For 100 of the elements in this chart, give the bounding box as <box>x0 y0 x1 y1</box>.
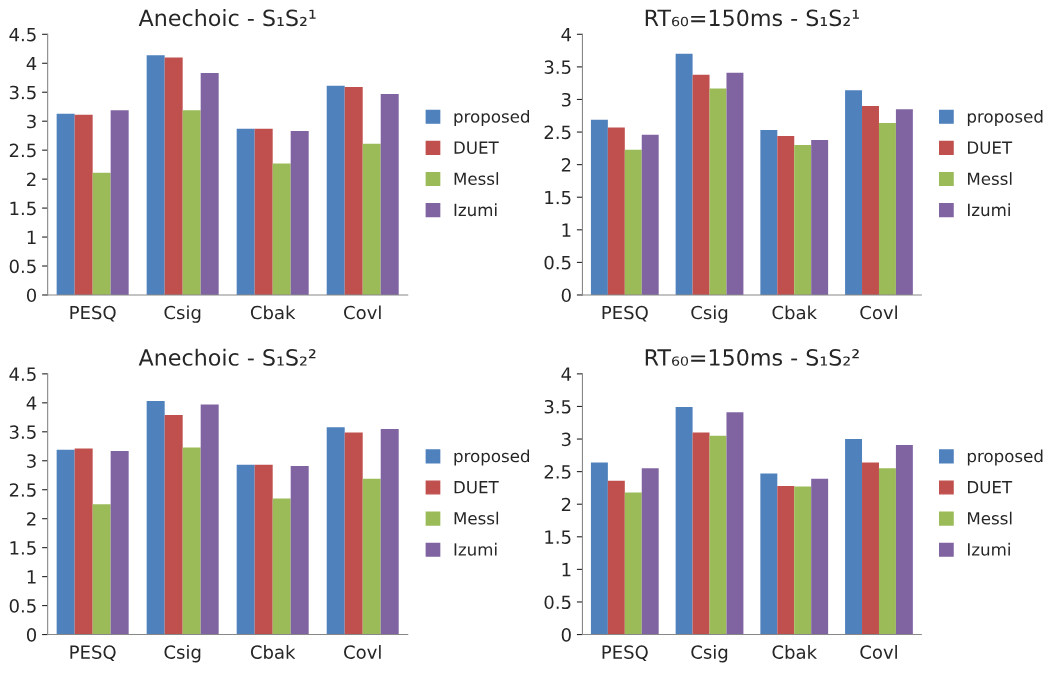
bar <box>92 504 111 635</box>
y-tick-label: 3 <box>27 114 36 129</box>
x-tick-label: Csig <box>164 644 201 663</box>
bar <box>760 473 778 635</box>
x-tick-label: Csig <box>691 305 728 323</box>
legend-label: proposed <box>967 449 1043 466</box>
y-tick-label: 1 <box>27 230 36 244</box>
bar <box>146 401 165 635</box>
x-tick-label: Covl <box>344 305 381 320</box>
bar <box>675 53 693 295</box>
bar <box>675 407 693 635</box>
y-tick-label: 2.5 <box>544 125 571 140</box>
bar <box>590 119 608 295</box>
x-tick-label: Cbak <box>250 305 296 320</box>
bar <box>760 130 778 295</box>
legend-label: DUET <box>968 141 1013 154</box>
bar <box>290 131 309 295</box>
y-tick-label: 2.5 <box>9 143 36 158</box>
x-tick-label: Cbak <box>250 644 296 659</box>
legend-label: Izumi <box>454 542 497 556</box>
bar <box>777 485 795 635</box>
bar <box>726 412 744 635</box>
x-tick-label: PESQ <box>70 645 116 662</box>
y-tick-label: 3.5 <box>544 60 571 74</box>
bar <box>590 462 608 635</box>
y-tick-label: 3.5 <box>9 425 36 439</box>
bar <box>878 122 896 295</box>
y-tick-label: 1 <box>562 563 571 577</box>
bar <box>811 139 829 295</box>
y-tick-label: 2 <box>561 158 571 172</box>
y-tick-label: 4 <box>561 367 572 381</box>
x-tick-label: Csig <box>164 305 201 323</box>
bar <box>895 444 913 635</box>
bar <box>200 404 219 635</box>
chart-title: Anechoic - S₁S₂¹ <box>138 9 316 27</box>
legend-label: proposed <box>454 449 530 466</box>
y-tick-label: 3 <box>27 454 36 468</box>
bar <box>110 110 129 295</box>
x-tick-label: PESQ <box>602 645 648 662</box>
bar <box>845 439 863 635</box>
y-tick-label: 1.5 <box>10 541 36 555</box>
x-tick-label: PESQ <box>70 305 116 322</box>
y-tick-label: 4 <box>26 56 37 71</box>
legend-label: proposed <box>454 109 530 127</box>
x-tick-label: Cbak <box>772 305 817 320</box>
legend-label: DUET <box>454 481 499 494</box>
y-tick-label: 0 <box>26 288 37 303</box>
bar <box>182 110 201 295</box>
legend-label: DUET <box>454 141 499 154</box>
y-tick-label: 2 <box>27 512 36 526</box>
bar <box>272 163 291 295</box>
y-tick-label: 3 <box>561 432 571 447</box>
x-tick-label: PESQ <box>602 305 648 322</box>
bar <box>164 57 183 295</box>
y-tick-label: 0.5 <box>9 599 36 613</box>
legend-label: Izumi <box>454 203 497 217</box>
bar <box>236 464 255 635</box>
bar <box>895 109 913 295</box>
bar <box>236 128 255 295</box>
bar <box>200 73 219 295</box>
bar <box>777 135 795 295</box>
bar <box>164 415 183 635</box>
y-tick-label: 4 <box>561 28 572 42</box>
y-tick-label: 0 <box>561 628 571 642</box>
bar <box>344 87 363 295</box>
y-tick-label: 1 <box>562 223 571 237</box>
y-tick-label: 1.5 <box>10 201 36 216</box>
y-tick-label: 4.5 <box>9 367 36 381</box>
bar <box>624 149 642 295</box>
bar <box>845 90 863 295</box>
bar <box>726 72 744 295</box>
bar <box>362 478 381 635</box>
y-tick-label: 1 <box>27 570 36 584</box>
y-tick-label: 0 <box>561 288 571 303</box>
bar <box>641 468 659 635</box>
y-tick-label: 1.5 <box>545 190 571 205</box>
x-tick-label: Cbak <box>772 644 817 659</box>
legend-label: Messl <box>968 172 1012 186</box>
y-tick-label: 2 <box>27 172 36 186</box>
bar <box>862 105 879 295</box>
bar <box>74 448 93 635</box>
bar <box>344 432 363 635</box>
bar <box>692 432 710 635</box>
legend-label: Messl <box>968 511 1012 525</box>
chart-title: RT₆₀=150ms - S₁S₂¹ <box>645 9 859 27</box>
bar <box>146 55 165 295</box>
y-tick-label: 2 <box>561 497 571 512</box>
x-tick-label: Covl <box>860 644 897 659</box>
bar <box>290 465 309 635</box>
bar <box>254 128 273 295</box>
y-tick-label: 2.5 <box>544 465 571 479</box>
legend-label: Messl <box>454 172 499 186</box>
chart-title: Anechoic - S₁S₂² <box>138 348 316 366</box>
bar <box>326 427 345 635</box>
bar <box>607 127 625 295</box>
y-tick-label: 0.5 <box>544 595 571 610</box>
legend-label: Izumi <box>968 203 1010 217</box>
bar <box>607 480 625 635</box>
x-tick-label: Covl <box>344 644 381 659</box>
bar <box>326 85 345 295</box>
